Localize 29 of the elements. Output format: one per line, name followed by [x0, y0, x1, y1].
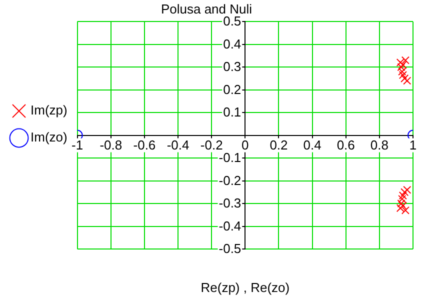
y-tick-label: 0.3: [223, 59, 242, 74]
x-tick-label: 0: [242, 137, 249, 152]
legend-label: Im(zp): [30, 102, 68, 118]
x-tick-label: -0.8: [100, 137, 122, 152]
x-tick-label: -0.2: [200, 137, 223, 152]
y-tick-label: -0.3: [218, 196, 242, 211]
y-tick-label: 0.4: [223, 36, 242, 52]
legend-label: Im(zo): [30, 130, 68, 145]
y-tick-label: 0.5: [223, 14, 242, 29]
point: [401, 56, 410, 64]
x-tick-label: 0.6: [336, 137, 355, 152]
x-tick-label: 0.4: [303, 137, 322, 152]
point: [401, 206, 410, 214]
point: [403, 76, 412, 85]
y-tick-label: -0.5: [218, 241, 242, 256]
x-tick-label: 0.2: [270, 137, 288, 152]
x-tick-label: 0.8: [370, 137, 388, 152]
point: [403, 186, 412, 194]
x-axis-title: Re(zp) , Re(zo): [200, 280, 290, 296]
x-tick-label: -1: [72, 137, 84, 152]
chart-title: Polusa and Nuli: [160, 1, 252, 16]
x-tick-label: -0.4: [166, 137, 190, 152]
y-tick-label: 0.2: [223, 82, 242, 97]
x-tick-label: 1: [409, 137, 417, 152]
x-tick-label: -0.6: [133, 137, 156, 152]
y-tick-label: -0.2: [218, 172, 242, 188]
y-tick-label: 0.1: [223, 104, 242, 120]
y-tick-label: -0.1: [218, 150, 242, 166]
y-tick-label: -0.4: [218, 218, 242, 234]
